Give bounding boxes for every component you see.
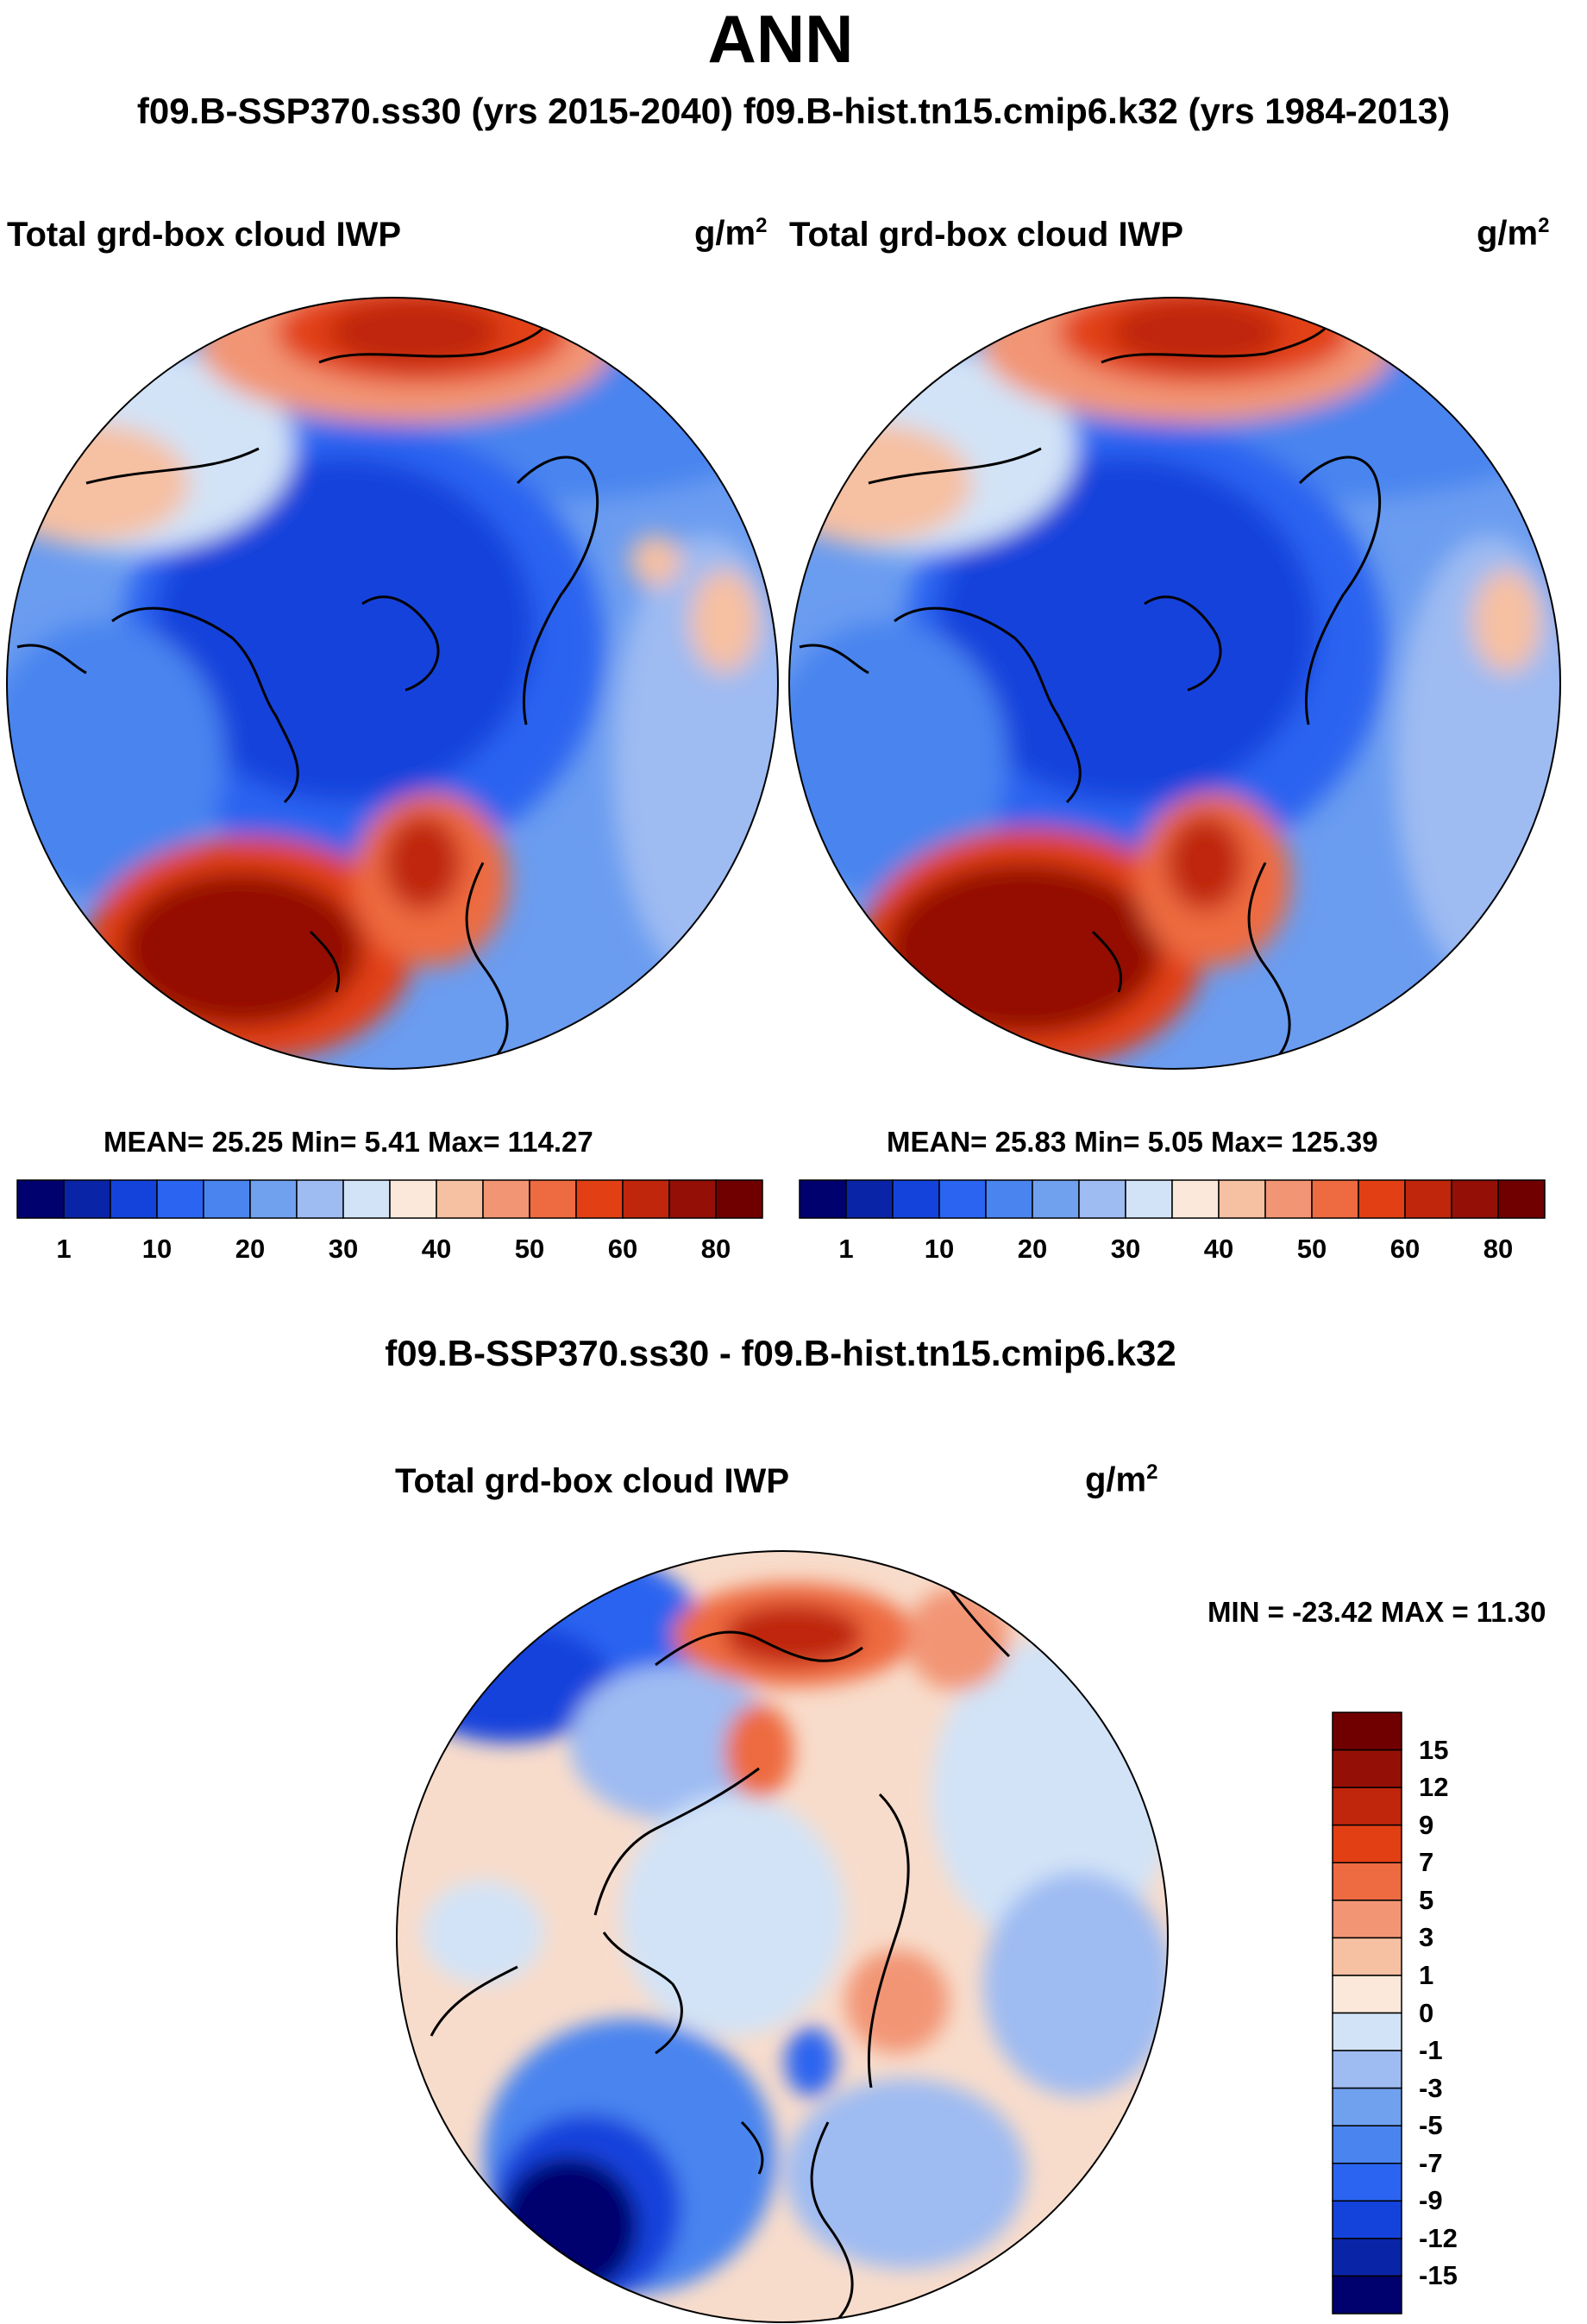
panel2-colorbar-box xyxy=(1264,1179,1313,1219)
difference-colorbar-box xyxy=(1332,1824,1402,1863)
panel1-colorbar-tick-label: 20 xyxy=(235,1234,266,1264)
panel1-colorbar-box xyxy=(342,1179,391,1219)
panel1-colorbar-ticks: 1 10 20 30 40 50 60 80 xyxy=(17,1234,762,1268)
panel1-colorbar-tick-label: 30 xyxy=(328,1234,359,1264)
difference-colorbar-box xyxy=(1332,1862,1402,1901)
difference-variable: Total grd-box cloud IWP xyxy=(395,1462,789,1500)
panel2-variable: Total grd-box cloud IWP xyxy=(789,216,1183,254)
panel2-colorbar-tick-label: 1 xyxy=(838,1234,854,1264)
difference-colorbar-tick-label: -5 xyxy=(1419,2110,1443,2141)
panel1-colorbar-box xyxy=(16,1179,65,1219)
difference-colorbar-box xyxy=(1332,1937,1402,1976)
panel2-colorbar-box xyxy=(1311,1179,1359,1219)
difference-colorbar-box xyxy=(1332,2087,1402,2126)
panel1-colorbar-box xyxy=(156,1179,204,1219)
panel1-colorbar-box xyxy=(203,1179,251,1219)
panel2-colorbar-box xyxy=(1497,1179,1546,1219)
difference-colorbar-box xyxy=(1332,2050,1402,2089)
panel1-colorbar-box xyxy=(296,1179,344,1219)
difference-colorbar-box xyxy=(1332,2200,1402,2239)
difference-colorbar-box xyxy=(1332,1787,1402,1826)
panel2-colorbar-box xyxy=(1125,1179,1173,1219)
difference-units: g/m2 xyxy=(1085,1460,1158,1499)
difference-colorbar-tick-label: -15 xyxy=(1419,2260,1458,2291)
difference-colorbar-tick-label: -3 xyxy=(1419,2072,1443,2103)
difference-colorbar-tick-label: 0 xyxy=(1419,1997,1434,2028)
panel2-colorbar xyxy=(799,1179,1546,1219)
difference-colorbar-tick-label: 12 xyxy=(1419,1772,1449,1803)
panel2-colorbar-box xyxy=(1218,1179,1266,1219)
panel1-colorbar-tick-label: 50 xyxy=(514,1234,545,1264)
panel2-colorbar-tick-label: 40 xyxy=(1203,1234,1234,1264)
panel2-colorbar-tick-label: 60 xyxy=(1389,1234,1421,1264)
panel1-colorbar-box xyxy=(715,1179,763,1219)
difference-colorbar-box xyxy=(1332,2238,1402,2277)
panel2-stats: MEAN= 25.83 Min= 5.05 Max= 125.39 xyxy=(887,1126,1378,1158)
panel1-colorbar-box xyxy=(436,1179,484,1219)
difference-colorbar-box xyxy=(1332,1749,1402,1788)
panel2-colorbar-box xyxy=(1032,1179,1080,1219)
figure-subtitle: f09.B-SSP370.ss30 (yrs 2015-2040) f09.B-… xyxy=(136,91,1451,131)
difference-colorbar-box xyxy=(1332,2125,1402,2164)
panel1-colorbar-box xyxy=(668,1179,717,1219)
panel2-colorbar-tick-label: 10 xyxy=(924,1234,955,1264)
panel2-units: g/m2 xyxy=(1477,214,1550,253)
panel1-colorbar-box xyxy=(529,1179,577,1219)
panel2-colorbar-tick-label: 50 xyxy=(1296,1234,1327,1264)
difference-colorbar-box xyxy=(1332,2163,1402,2202)
difference-colorbar-tick-label: -1 xyxy=(1419,2035,1443,2066)
difference-colorbar-tick-label: 1 xyxy=(1419,1959,1434,1990)
panel2-colorbar-box xyxy=(892,1179,940,1219)
difference-colorbar-box xyxy=(1332,1712,1402,1751)
figure-title: ANN xyxy=(707,1,854,77)
panel1-colorbar-box xyxy=(622,1179,670,1219)
difference-colorbar-tick-label: 3 xyxy=(1419,1922,1434,1953)
panel1-variable: Total grd-box cloud IWP xyxy=(7,216,401,254)
difference-colorbar-tick-label: 15 xyxy=(1419,1734,1449,1765)
panel1-colorbar-tick-label: 80 xyxy=(700,1234,731,1264)
difference-stats: MIN = -23.42 MAX = 11.30 xyxy=(1208,1596,1546,1628)
panel2-colorbar-box xyxy=(1404,1179,1452,1219)
panel1-stats: MEAN= 25.25 Min= 5.41 Max= 114.27 xyxy=(104,1126,593,1158)
panel1-colorbar-tick-label: 10 xyxy=(141,1234,172,1264)
panel1-colorbar-tick-label: 60 xyxy=(607,1234,638,1264)
difference-map-border xyxy=(396,1550,1169,2323)
panel1-colorbar xyxy=(16,1179,763,1219)
panel1-colorbar-box xyxy=(575,1179,624,1219)
difference-colorbar-tick-label: 7 xyxy=(1419,1847,1434,1878)
panel1-colorbar-tick-label: 40 xyxy=(421,1234,452,1264)
difference-colorbar-tick-label: -12 xyxy=(1419,2222,1458,2253)
panel2-colorbar-tick-label: 80 xyxy=(1483,1234,1514,1264)
difference-colorbar-tick-label: -9 xyxy=(1419,2185,1443,2216)
difference-colorbar-tick-label: -7 xyxy=(1419,2147,1443,2178)
panel1-colorbar-box xyxy=(389,1179,437,1219)
difference-colorbar-tick-label: 5 xyxy=(1419,1884,1434,1915)
difference-colorbar-box xyxy=(1332,2275,1402,2315)
difference-title: f09.B-SSP370.ss30 - f09.B-hist.tn15.cmip… xyxy=(385,1333,1176,1373)
difference-colorbar-box xyxy=(1332,1975,1402,2014)
difference-colorbar-tick-label: 9 xyxy=(1419,1809,1434,1840)
panel2-colorbar-ticks: 1 10 20 30 40 50 60 80 xyxy=(800,1234,1545,1268)
difference-colorbar xyxy=(1332,1712,1402,2315)
difference-colorbar-box xyxy=(1332,2012,1402,2051)
panel1-colorbar-box xyxy=(110,1179,158,1219)
difference-colorbar-ticks: 15 12 9 7 5 3 1 0 -1 -3 -5 -7 -9 -12 -15 xyxy=(1419,1712,1505,2314)
panel1-colorbar-box xyxy=(249,1179,298,1219)
panel1-colorbar-tick-label: 1 xyxy=(56,1234,72,1264)
panel2-colorbar-tick-label: 30 xyxy=(1110,1234,1141,1264)
panel2-colorbar-tick-label: 20 xyxy=(1017,1234,1048,1264)
panel2-colorbar-box xyxy=(1451,1179,1499,1219)
panel1-units: g/m2 xyxy=(694,214,768,253)
difference-colorbar-box xyxy=(1332,1900,1402,1939)
panel2-colorbar-box xyxy=(985,1179,1033,1219)
panel2-map-border xyxy=(788,297,1561,1070)
panel1-map-border xyxy=(6,297,779,1070)
panel2-colorbar-box xyxy=(799,1179,847,1219)
